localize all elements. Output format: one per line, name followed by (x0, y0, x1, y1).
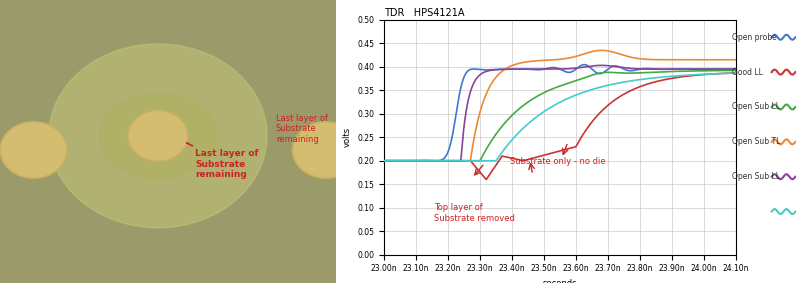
Circle shape (2, 123, 66, 177)
Text: Substrate only - no die: Substrate only - no die (510, 157, 606, 166)
Ellipse shape (49, 44, 267, 228)
Text: Last layer of
Substrate
remaining: Last layer of Substrate remaining (276, 114, 328, 143)
Text: Good LL: Good LL (732, 68, 763, 77)
Text: TDR   HPS4121A: TDR HPS4121A (384, 8, 465, 18)
Circle shape (0, 122, 67, 178)
Circle shape (128, 110, 188, 161)
Ellipse shape (99, 93, 217, 178)
X-axis label: seconds: seconds (542, 279, 578, 283)
Text: Open Sub TL: Open Sub TL (732, 137, 780, 146)
Y-axis label: volts: volts (342, 127, 352, 147)
Text: Top layer of
Substrate removed: Top layer of Substrate removed (434, 203, 515, 223)
Circle shape (292, 122, 359, 178)
Circle shape (130, 112, 186, 160)
Circle shape (294, 123, 358, 177)
Text: Open probe: Open probe (732, 33, 777, 42)
Text: Open Sub LL: Open Sub LL (732, 172, 780, 181)
Text: Last layer of
Substrate
remaining: Last layer of Substrate remaining (195, 149, 258, 179)
Text: Open Sub LL: Open Sub LL (732, 102, 780, 112)
